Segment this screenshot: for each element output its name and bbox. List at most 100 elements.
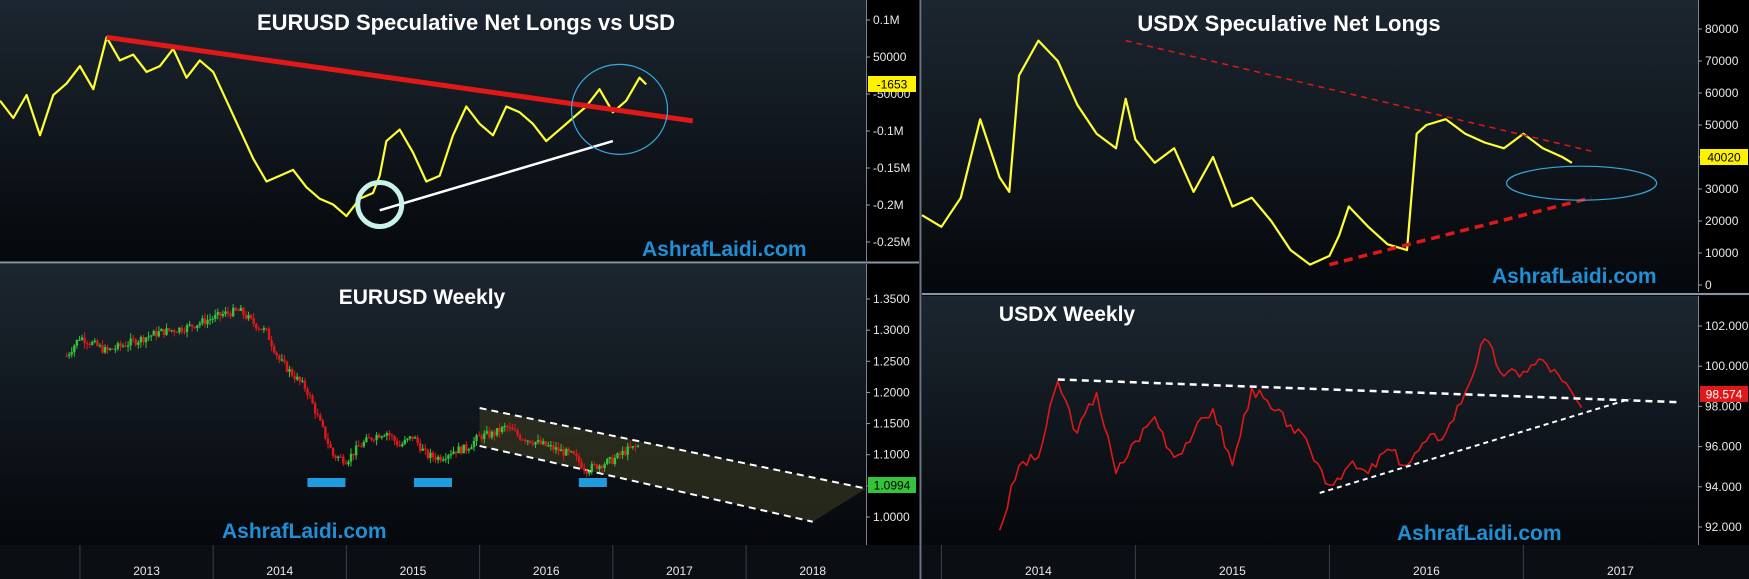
y-tick-label: 1.0000 [873, 510, 910, 524]
double-bottom-marker [307, 478, 346, 487]
candle-body [372, 439, 376, 441]
candle-body [75, 339, 79, 346]
candle-body [114, 348, 117, 350]
candle-body [352, 453, 355, 456]
candle-body [603, 464, 606, 469]
candle-body [503, 426, 506, 428]
left-x-tick-label: 2013 [133, 564, 160, 578]
y-tick-label: 98.000 [1705, 399, 1742, 413]
y-tick-label: 50000 [1705, 118, 1739, 132]
candle-body [88, 343, 91, 345]
candle-body [552, 445, 555, 450]
candle-body [567, 448, 570, 452]
candle-body [388, 432, 391, 436]
svg-text:40020: 40020 [1707, 151, 1741, 165]
candle-body [219, 312, 222, 316]
candle-body [416, 437, 419, 444]
candle-body [608, 457, 611, 459]
candle-body [511, 427, 514, 430]
candle-body [152, 330, 155, 336]
y-tick-label: 1.3000 [873, 323, 910, 337]
candle-body [493, 431, 496, 436]
candle-body [541, 441, 545, 444]
y-tick-label: 1.2500 [873, 354, 910, 368]
candle-body [278, 355, 281, 360]
low-circle-annotation [355, 180, 405, 230]
left-x-tick-label: 2018 [799, 564, 826, 578]
candle-body [272, 346, 276, 353]
candle-body [247, 315, 250, 319]
candle-body [308, 394, 312, 396]
candle-body [319, 414, 322, 421]
candle-body [526, 440, 529, 442]
candle-body [403, 439, 407, 445]
candle-body [311, 395, 314, 404]
candle-body [301, 380, 304, 382]
candle-body [562, 449, 565, 456]
candle-body [249, 315, 253, 319]
candle-body [598, 465, 601, 469]
candle-body [183, 331, 186, 333]
candle-body [411, 436, 414, 439]
candle-body [429, 452, 432, 458]
svg-text:98.574: 98.574 [1706, 388, 1743, 402]
candle-body [83, 337, 86, 344]
candle-body [444, 458, 448, 460]
usdx-weekly-group [998, 338, 1679, 531]
candle-body [611, 457, 614, 464]
candle-body [508, 427, 512, 429]
candle-body [506, 426, 509, 428]
candle-body [132, 338, 135, 340]
candle-body [231, 307, 235, 317]
candle-body [534, 441, 537, 445]
candle-body [483, 433, 486, 440]
y-tick-label: 0.1M [873, 13, 900, 27]
candle-body [157, 331, 161, 337]
candle-body [500, 426, 504, 433]
candle-body [288, 369, 291, 372]
candle-body [465, 444, 468, 451]
candle-body [557, 447, 560, 452]
y-tick-label: 50000 [873, 50, 907, 64]
candle-body [73, 345, 76, 353]
right-x-tick-label: 2014 [1025, 564, 1052, 578]
candle-body [623, 450, 627, 455]
candle-body [229, 313, 232, 317]
candle-body [439, 456, 442, 461]
axis-strip-tl [866, 0, 919, 261]
usdx-weekly-series [998, 338, 1583, 531]
support-trendline [1328, 196, 1592, 267]
candle-body [185, 325, 189, 332]
candle-body [516, 430, 519, 436]
candle-body [119, 343, 122, 347]
candle-body [636, 445, 640, 447]
candle-body [283, 359, 286, 362]
candle-body [265, 328, 268, 330]
chart-title-eurusd-cot: EURUSD Speculative Net Longs vs USD [257, 10, 675, 35]
candle-body [575, 453, 578, 457]
candle-body [242, 307, 245, 315]
y-tick-label: 102.000 [1705, 319, 1749, 333]
left-x-tick-label: 2015 [400, 564, 427, 578]
y-tick-label: 1.3500 [873, 292, 910, 306]
candle-body [147, 336, 150, 338]
candle-body [106, 347, 109, 350]
candle-body [431, 452, 435, 458]
candle-body [316, 413, 319, 415]
candle-body [588, 471, 591, 474]
last-value-tag-usdx-weekly: 98.574 [1700, 386, 1748, 402]
candle-body [96, 340, 99, 346]
candle-body [337, 456, 340, 458]
candle-body [280, 359, 284, 361]
candle-body [70, 352, 73, 355]
candle-body [65, 355, 68, 357]
candle-body [370, 437, 373, 440]
axis-strip-tr [1698, 0, 1749, 292]
eurusd-net-longs-series [0, 36, 647, 218]
candle-body [531, 443, 535, 445]
candle-body [324, 426, 327, 439]
right-x-tick-label: 2016 [1413, 564, 1440, 578]
candle-body [449, 453, 453, 456]
right-x-tick-label: 2017 [1607, 564, 1634, 578]
candle-body [549, 445, 553, 447]
